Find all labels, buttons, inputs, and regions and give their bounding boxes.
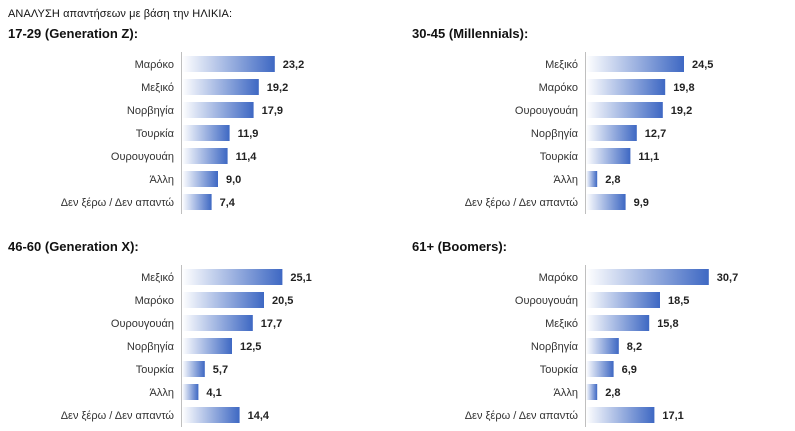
bar [586, 194, 626, 210]
bar [182, 361, 205, 377]
data-label: 17,1 [662, 410, 683, 422]
data-label: 30,7 [717, 272, 738, 284]
category-label: Άλλη [150, 387, 174, 399]
bar-chart: Μεξικό 25,1 Μαρόκο 20,5 Ουρουγουάη 17,7 Νορβηγ… [61, 265, 312, 427]
data-label: 11,9 [238, 128, 259, 140]
data-label: 8,2 [627, 341, 642, 353]
data-label: 17,9 [262, 105, 283, 117]
data-label: 14,4 [248, 410, 270, 422]
bar [586, 56, 684, 72]
bar [182, 407, 240, 423]
bar-chart: Μαρόκο 23,2 Μεξικό 19,2 Νορβηγία 17,9 Τουρκία 1… [61, 52, 304, 214]
chart-panel-gen-x: 46-60 (Generation X): Μεξικό 25,1 Μαρόκο 20… [8, 239, 388, 429]
category-label: Νορβηγία [127, 341, 175, 353]
bar [586, 407, 655, 423]
data-label: 6,9 [622, 364, 637, 376]
bar [182, 125, 230, 141]
chart-title: 30-45 (Millennials): [412, 26, 529, 41]
category-label: Μαρόκο [539, 82, 578, 94]
category-label: Δεν ξέρω / Δεν απαντώ [61, 197, 175, 209]
bar [586, 79, 666, 95]
bar [182, 56, 275, 72]
bar [586, 269, 709, 285]
category-label: Ουρουγουάη [111, 318, 174, 330]
category-label: Ουρουγουάη [515, 105, 578, 117]
data-label: 19,8 [673, 82, 694, 94]
category-label: Δεν ξέρω / Δεν απαντώ [465, 197, 579, 209]
bar [586, 125, 637, 141]
data-label: 12,7 [645, 128, 666, 140]
bar [182, 194, 212, 210]
category-label: Τουρκία [540, 364, 579, 376]
data-label: 11,4 [236, 151, 258, 163]
category-label: Δεν ξέρω / Δεν απαντώ [61, 410, 175, 422]
data-label: 23,2 [283, 59, 304, 71]
category-label: Νορβηγία [531, 128, 579, 140]
category-label: Νορβηγία [531, 341, 579, 353]
category-label: Μεξικό [141, 272, 174, 284]
data-label: 25,1 [290, 272, 311, 284]
category-label: Μεξικό [545, 59, 578, 71]
chart-panel-gen-z: 17-29 (Generation Z): Μαρόκο 23,2 Μεξικό 19… [8, 26, 388, 216]
data-label: 15,8 [657, 318, 678, 330]
category-label: Ουρουγουάη [111, 151, 174, 163]
bar [586, 384, 598, 400]
chart-title: 17-29 (Generation Z): [8, 26, 139, 41]
data-label: 18,5 [668, 295, 689, 307]
category-label: Τουρκία [136, 364, 175, 376]
category-label: Μαρόκο [135, 295, 174, 307]
category-label: Μαρόκο [539, 272, 578, 284]
chart-panel-millennials: 30-45 (Millennials): Μεξικό 24,5 Μαρόκο 19,… [412, 26, 792, 216]
bar-chart: Μεξικό 24,5 Μαρόκο 19,8 Ουρουγουάη 19,2 Νορβηγ… [465, 52, 713, 214]
category-label: Δεν ξέρω / Δεν απαντώ [465, 410, 579, 422]
category-label: Άλλη [554, 174, 578, 186]
page-title: ΑΝΑΛΥΣΗ απαντήσεων με βάση την ΗΛΙΚΙΑ: [8, 8, 233, 20]
data-label: 19,2 [671, 105, 692, 117]
category-label: Άλλη [554, 387, 578, 399]
data-label: 7,4 [220, 197, 236, 209]
bar [182, 171, 218, 187]
bar [586, 338, 619, 354]
chart-title: 61+ (Boomers): [412, 239, 507, 254]
bar-chart: Μαρόκο 30,7 Ουρουγουάη 18,5 Μεξικό 15,8 Νορβηγ… [465, 265, 738, 427]
chart-panel-boomers: 61+ (Boomers): Μαρόκο 30,7 Ουρουγουάη 18,5 Μ… [412, 239, 792, 429]
data-label: 11,1 [638, 151, 659, 163]
category-label: Μεξικό [545, 318, 578, 330]
bar [182, 384, 199, 400]
bar [182, 269, 283, 285]
data-label: 9,9 [634, 197, 649, 209]
bar [586, 361, 614, 377]
chart-title: 46-60 (Generation X): [8, 239, 139, 254]
bar [182, 338, 232, 354]
bar [182, 148, 228, 164]
bar [182, 292, 264, 308]
category-label: Τουρκία [136, 128, 175, 140]
category-label: Μεξικό [141, 82, 174, 94]
bar [586, 148, 631, 164]
bar [182, 315, 253, 331]
data-label: 4,1 [206, 387, 221, 399]
bar [182, 79, 259, 95]
bar [586, 171, 598, 187]
bar [586, 102, 663, 118]
category-label: Άλλη [150, 174, 174, 186]
bar [182, 102, 254, 118]
data-label: 2,8 [605, 174, 620, 186]
category-label: Νορβηγία [127, 105, 175, 117]
data-label: 24,5 [692, 59, 713, 71]
category-label: Μαρόκο [135, 59, 174, 71]
category-label: Ουρουγουάη [515, 295, 578, 307]
data-label: 12,5 [240, 341, 261, 353]
category-label: Τουρκία [540, 151, 579, 163]
data-label: 2,8 [605, 387, 620, 399]
bar [586, 315, 650, 331]
data-label: 17,7 [261, 318, 282, 330]
data-label: 5,7 [213, 364, 228, 376]
bar [586, 292, 660, 308]
data-label: 20,5 [272, 295, 293, 307]
data-label: 9,0 [226, 174, 241, 186]
data-label: 19,2 [267, 82, 288, 94]
